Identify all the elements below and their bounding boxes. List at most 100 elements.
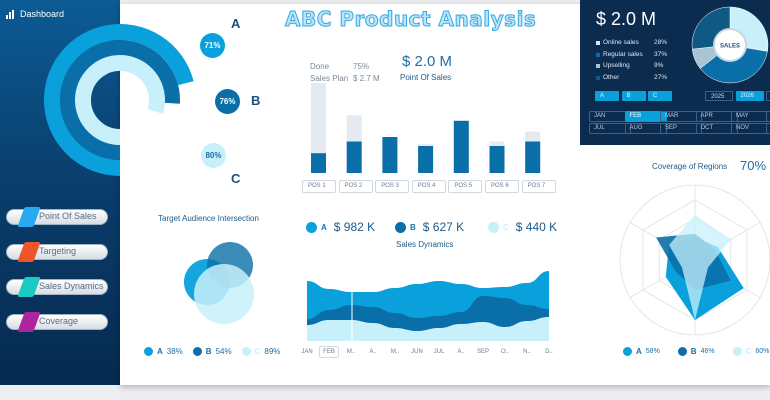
done-bar bbox=[311, 153, 326, 173]
summary-row-label: Online sales bbox=[603, 39, 639, 46]
pos-tab[interactable]: POS 2 bbox=[338, 180, 373, 193]
month-button-more[interactable] bbox=[766, 123, 770, 134]
month-label[interactable]: A.. bbox=[369, 349, 377, 355]
legend-name: A bbox=[636, 347, 642, 356]
month-button-oct[interactable]: OCT bbox=[695, 123, 738, 134]
month-button-jul[interactable]: JUL bbox=[589, 123, 631, 134]
month-button-mar[interactable]: MAR bbox=[660, 111, 702, 122]
legend-value: 60% bbox=[755, 348, 770, 355]
legend-dot bbox=[677, 347, 687, 356]
pos-tab[interactable]: POS 1 bbox=[302, 180, 336, 193]
legend-name: B bbox=[690, 347, 697, 356]
audience-title: Target Audience Intersection bbox=[158, 214, 259, 223]
dashboard-header[interactable]: Dashboard bbox=[6, 9, 64, 19]
progress-rings bbox=[44, 24, 194, 176]
pos-tab[interactable]: POS 7 bbox=[521, 180, 556, 193]
month-label[interactable]: O.. bbox=[500, 349, 509, 355]
plan-value: $ 2.7 M bbox=[353, 74, 380, 83]
summary-row-value: 37% bbox=[654, 50, 668, 58]
month-label[interactable]: JUL bbox=[433, 349, 445, 355]
year-button-more[interactable] bbox=[766, 91, 770, 101]
summary-row-label: Other bbox=[603, 74, 620, 82]
legend-name: A bbox=[157, 347, 163, 356]
month-button-aug[interactable]: AUG bbox=[624, 123, 667, 134]
nav-label: Sales Dynamics bbox=[39, 281, 104, 291]
ribbon-icon bbox=[17, 242, 41, 262]
legend-dot bbox=[623, 347, 632, 356]
month-label[interactable]: N.. bbox=[523, 349, 531, 355]
donut-center bbox=[713, 28, 747, 62]
legend-dot bbox=[241, 347, 251, 356]
done-bar bbox=[453, 120, 469, 173]
done-bar bbox=[418, 146, 434, 173]
legend-value: 46% bbox=[700, 348, 715, 355]
month-button-may[interactable]: MAY bbox=[731, 111, 770, 122]
plan-label: Sales Plan bbox=[310, 74, 349, 83]
month-button-feb[interactable]: FEB bbox=[624, 111, 667, 122]
ribbon-icon bbox=[17, 312, 41, 332]
month-button-nov[interactable]: NOV bbox=[731, 123, 770, 134]
month-button-more[interactable] bbox=[766, 111, 770, 122]
label-b: B bbox=[251, 93, 261, 108]
legend-square bbox=[596, 41, 600, 45]
sales-dynamics-chart bbox=[307, 271, 549, 341]
pos-bar-chart bbox=[311, 83, 541, 173]
legend-a: A $ 982 K bbox=[306, 220, 375, 234]
nav-targeting[interactable]: Targeting bbox=[6, 242, 108, 262]
legend-dot bbox=[192, 347, 202, 356]
month-label[interactable]: JAN bbox=[301, 349, 313, 355]
summary-row-value: 27% bbox=[654, 74, 668, 82]
month-button-sep[interactable]: SEP bbox=[660, 123, 702, 134]
legend-dot bbox=[488, 221, 499, 233]
legend-c: C 89% bbox=[241, 347, 280, 356]
nav-point-of-sales[interactable]: Point Of Sales bbox=[6, 207, 108, 227]
legend-value: 54% bbox=[215, 347, 232, 356]
done-value: 75% bbox=[353, 62, 370, 71]
pos-total: $ 2.0 M bbox=[402, 53, 453, 70]
month-label[interactable]: M.. bbox=[390, 349, 400, 355]
pos-tab[interactable]: POS 3 bbox=[375, 180, 410, 193]
legend-b: B 46% bbox=[677, 347, 715, 356]
done-bar bbox=[346, 141, 362, 173]
month-label[interactable]: M.. bbox=[346, 349, 356, 355]
pos-title: Point Of Sales bbox=[400, 73, 452, 82]
done-bar bbox=[525, 141, 541, 173]
legend-name: C bbox=[745, 347, 752, 356]
done-bar bbox=[382, 137, 398, 173]
sales-summary-panel: $ 2.0 M Online sales 28% Regular sales 37% U… bbox=[580, 0, 770, 145]
year-button-2025[interactable]: 2025 bbox=[705, 91, 733, 101]
ribbon-icon bbox=[17, 207, 41, 227]
month-label[interactable]: D.. bbox=[545, 349, 553, 355]
pos-tab[interactable]: POS 4 bbox=[411, 180, 446, 193]
legend-b: B $ 627 K bbox=[395, 220, 464, 234]
legend-dot bbox=[306, 221, 317, 233]
audience-legend: A 38% B 54% C 89% bbox=[144, 347, 280, 356]
legend-value: $ 440 K bbox=[515, 220, 558, 234]
legend-dot bbox=[732, 347, 742, 356]
progress-badge-b: 76% bbox=[215, 89, 240, 114]
month-button-apr[interactable]: APR bbox=[695, 111, 738, 122]
progress-ring-c bbox=[75, 55, 165, 145]
nav-label: Coverage bbox=[39, 316, 79, 326]
pos-tab[interactable]: POS 6 bbox=[485, 180, 519, 193]
venn-chart bbox=[184, 242, 254, 324]
radar-series-c bbox=[669, 215, 731, 320]
year-button-2026[interactable]: 2026 bbox=[735, 91, 764, 101]
donut-label: SALES bbox=[720, 44, 740, 50]
label-c: C bbox=[231, 171, 241, 186]
filter-button-a[interactable]: A bbox=[595, 91, 619, 101]
summary-row-value: 28% bbox=[654, 39, 668, 46]
month-label[interactable]: A.. bbox=[457, 349, 465, 355]
nav-coverage[interactable]: Coverage bbox=[6, 312, 108, 332]
nav-sales-dynamics[interactable]: Sales Dynamics bbox=[6, 277, 108, 297]
legend-c: C $ 440 K bbox=[488, 220, 557, 234]
pos-tab[interactable]: POS 5 bbox=[448, 180, 483, 193]
month-label[interactable]: SEP bbox=[476, 349, 489, 355]
legend-square bbox=[596, 76, 600, 81]
filter-button-b[interactable]: B bbox=[621, 91, 646, 101]
month-label[interactable]: FEB bbox=[319, 346, 339, 358]
legend-square bbox=[596, 52, 600, 57]
summary-total: $ 2.0 M bbox=[596, 9, 657, 29]
month-label[interactable]: JUN bbox=[411, 349, 423, 355]
filter-button-c[interactable]: C bbox=[648, 91, 672, 101]
